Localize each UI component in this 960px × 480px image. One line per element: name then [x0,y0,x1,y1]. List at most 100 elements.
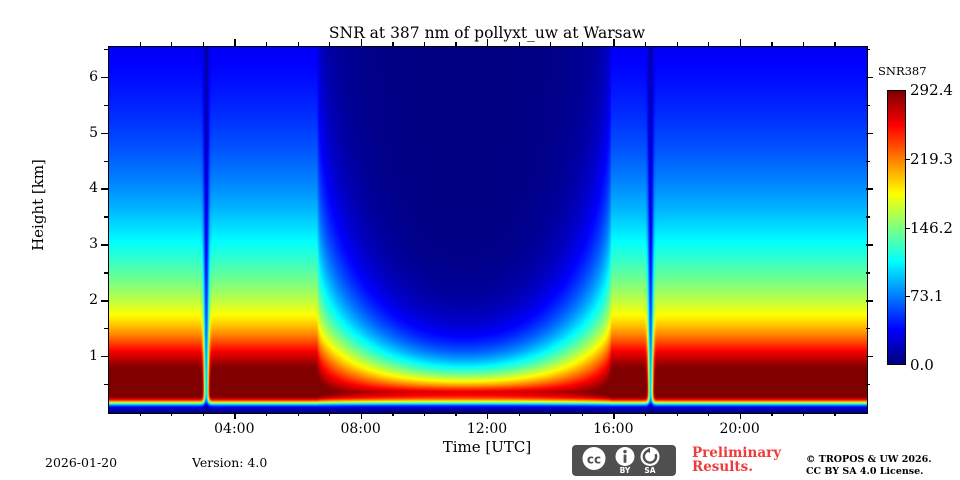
x-tick-minor-top [423,42,426,46]
svg-text:cc: cc [587,453,601,467]
x-tick-label: 08:00 [340,421,381,437]
y-tick-minor-right [866,216,870,218]
x-tick-major-top [487,39,489,46]
colorbar-tick [906,158,910,160]
creative-commons-badge: cc BY SA [572,445,676,476]
y-tick-major [101,188,108,190]
x-tick-minor [550,412,552,416]
copyright-note: © TROPOS & UW 2026. CC BY SA 4.0 License… [806,454,932,477]
y-tick-label: 1 [89,348,98,365]
x-tick-major-top [234,39,236,46]
x-tick-major [613,412,615,419]
x-tick-major-top [360,39,362,46]
y-tick-major-right [866,356,873,358]
y-axis-label: Height [km] [29,159,47,251]
x-tick-label: 04:00 [214,421,255,437]
x-tick-minor [771,412,773,416]
x-tick-minor [265,412,268,416]
y-tick-minor-right [866,384,870,386]
x-tick-minor [676,412,678,416]
footer-date: 2026-01-20 [45,455,118,470]
x-tick-major [739,412,741,419]
y-tick-major-right [866,244,873,246]
colorbar-tick-label: 219.3 [910,149,953,168]
y-tick-minor [104,384,108,386]
x-tick-minor [518,412,520,416]
x-tick-minor [329,412,331,416]
x-tick-minor-top [265,42,268,46]
x-tick-minor-top [550,42,552,46]
y-tick-minor [104,328,108,330]
page-title: SNR at 387 nm of pollyxt_uw at Warsaw [328,24,646,42]
x-tick-minor-top [771,42,773,46]
x-tick-minor [202,412,205,416]
x-tick-minor [392,412,394,416]
y-tick-label: 2 [89,292,98,309]
y-tick-label: 5 [89,124,98,141]
colorbar-tick [906,296,910,298]
x-tick-label: 12:00 [466,421,508,437]
x-tick-minor-top [581,42,584,46]
x-tick-major [487,412,489,419]
x-tick-minor [708,412,710,416]
y-tick-label: 3 [89,236,98,253]
y-tick-major-right [866,188,873,190]
y-tick-minor [104,48,108,51]
x-tick-minor-top [834,42,836,46]
x-tick-minor-top [455,42,457,46]
x-tick-minor [423,412,426,416]
x-axis-label: Time [UTC] [442,438,532,456]
x-tick-minor-top [139,42,141,46]
x-tick-minor [581,412,584,416]
x-tick-minor-top [644,42,647,46]
snr-heatmap [109,47,867,413]
copyright-line-1: © TROPOS & UW 2026. [806,454,932,465]
x-tick-major [234,412,236,419]
x-tick-minor-top [518,42,520,46]
y-tick-minor [104,104,108,106]
y-tick-major-right [866,300,873,302]
cc-by-sa-icon: cc BY SA [582,447,660,475]
x-tick-minor-top [802,42,805,46]
x-tick-label: 20:00 [719,421,760,437]
y-tick-minor-right [866,272,870,274]
x-tick-minor [455,412,457,416]
x-tick-minor [139,412,141,416]
colorbar-tick-label: 292.4 [910,81,953,99]
y-tick-major [101,244,108,246]
y-tick-minor-right [866,160,870,162]
x-tick-minor-top [392,42,394,46]
x-tick-label: 16:00 [593,421,634,437]
y-tick-major [101,356,108,358]
y-tick-label: 4 [89,180,98,197]
y-tick-major [101,76,108,79]
x-tick-minor [644,412,647,416]
x-tick-minor-top [297,42,299,46]
x-tick-minor-top [171,42,173,46]
x-tick-major [360,412,362,419]
y-tick-minor [104,160,108,162]
x-tick-minor [297,412,299,416]
x-tick-minor [171,412,173,416]
cc-sa-label: SA [644,466,655,475]
y-tick-minor-right [866,104,870,106]
y-tick-major-right [866,76,873,79]
heatmap-axes [108,46,868,414]
x-tick-minor-top [202,42,205,46]
x-tick-minor [802,412,805,416]
colorbar-title: SNR387 [878,64,927,78]
x-tick-minor-top [676,42,678,46]
cc-by-label: BY [620,466,631,475]
y-tick-minor-right [866,328,870,330]
x-tick-minor-top [329,42,331,46]
colorbar-tick [906,227,910,229]
y-tick-minor-right [866,48,870,51]
colorbar-tick-label: 0.0 [910,356,934,374]
x-tick-major-top [613,39,615,46]
y-tick-minor [104,216,108,218]
y-tick-major [101,300,108,302]
x-tick-major-top [739,39,741,46]
colorbar-tick-label: 73.1 [910,287,944,306]
y-tick-major-right [866,132,873,134]
